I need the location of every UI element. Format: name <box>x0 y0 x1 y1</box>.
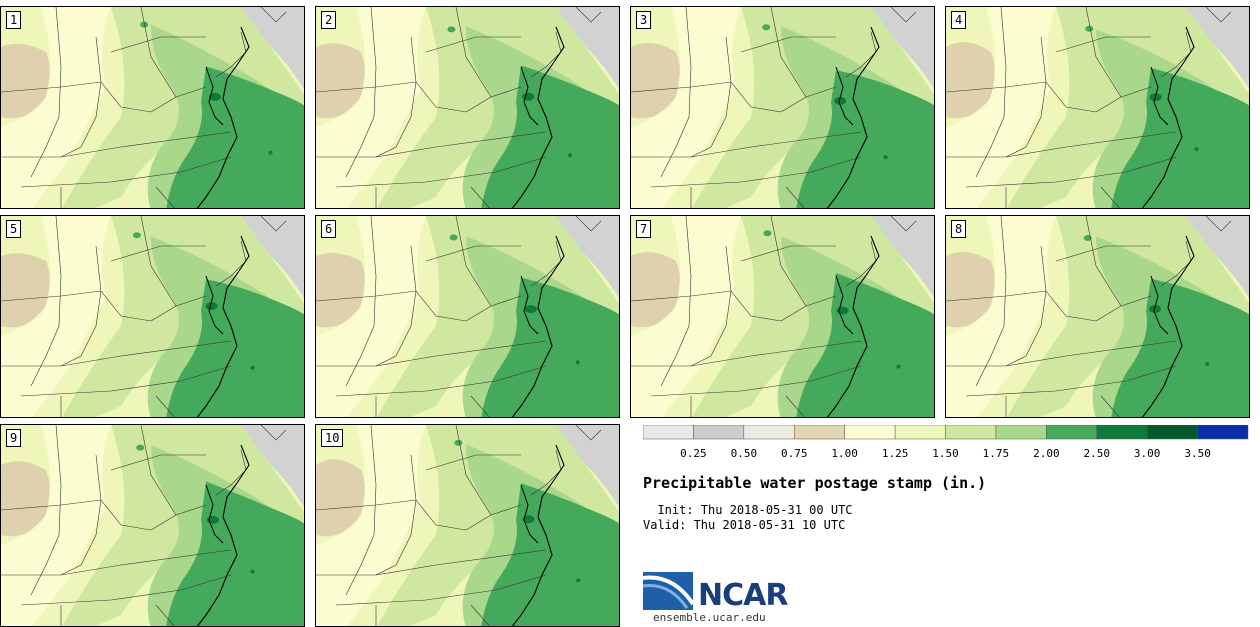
colorbar-swatch <box>995 425 1047 440</box>
init-time: Init: Thu 2018-05-31 00 UTC <box>643 503 853 517</box>
member-stamp-2: 2 <box>315 6 620 209</box>
site-url[interactable]: ensemble.ucar.edu <box>653 611 766 624</box>
colorbar-tick-label: 1.00 <box>831 447 858 460</box>
colorbar-tick-label: 2.50 <box>1083 447 1111 460</box>
colorbar-swatch <box>844 425 896 440</box>
colorbar-swatch <box>794 425 845 440</box>
member-stamp-9: 9 <box>0 424 305 627</box>
colorbar-swatch <box>1046 425 1097 440</box>
colorbar <box>643 425 1249 440</box>
colorbar-tick-label: 1.75 <box>982 447 1010 460</box>
member-number: 1 <box>6 11 22 29</box>
plot-title: Precipitable water postage stamp (in.) <box>643 474 987 492</box>
colorbar-tick-label: 0.50 <box>730 447 758 460</box>
colorbar-swatch <box>693 425 745 440</box>
member-stamp-5: 5 <box>0 215 305 418</box>
valid-time: Valid: Thu 2018-05-31 10 UTC <box>643 518 846 532</box>
member-stamp-8: 8 <box>945 215 1250 418</box>
member-stamp-1: 1 <box>0 6 305 209</box>
colorbar-swatch <box>643 425 694 440</box>
member-number: 10 <box>321 429 344 447</box>
ncar-logo-icon <box>643 572 695 610</box>
member-stamp-7: 7 <box>630 215 935 418</box>
colorbar-tick-label: 2.00 <box>1033 447 1060 460</box>
colorbar-tick-label: 1.25 <box>881 447 909 460</box>
ncar-logo-text: NCAR <box>698 578 788 613</box>
member-number: 9 <box>6 429 22 447</box>
member-number: 2 <box>321 11 337 29</box>
colorbar-tick-label: 3.50 <box>1184 447 1211 460</box>
member-stamp-4: 4 <box>945 6 1250 209</box>
colorbar-tick-label: 0.75 <box>781 447 808 460</box>
colorbar-swatch <box>1096 425 1148 440</box>
member-number: 7 <box>636 220 652 238</box>
member-number: 4 <box>951 11 967 29</box>
member-stamp-6: 6 <box>315 215 620 418</box>
colorbar-swatch <box>1197 425 1249 440</box>
member-number: 6 <box>321 220 337 238</box>
colorbar-tick-label: 1.50 <box>932 447 959 460</box>
colorbar-tick-label: 3.00 <box>1133 447 1161 460</box>
member-stamp-10: 10 <box>315 424 620 627</box>
member-number: 3 <box>636 11 652 29</box>
colorbar-swatch <box>945 425 997 440</box>
member-number: 5 <box>6 220 22 238</box>
colorbar-swatch <box>1146 425 1198 440</box>
colorbar-tick-label: 0.25 <box>680 447 707 460</box>
colorbar-swatch <box>743 425 795 440</box>
member-number: 8 <box>951 220 967 238</box>
member-stamp-3: 3 <box>630 6 935 209</box>
colorbar-swatch <box>894 425 946 440</box>
